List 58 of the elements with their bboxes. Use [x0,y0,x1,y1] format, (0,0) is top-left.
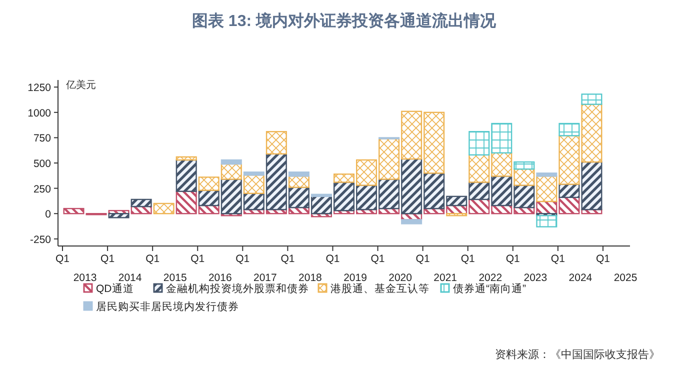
bar [401,219,422,224]
x-tick-label: 2015 [163,272,187,284]
y-tick-label: 0 [45,208,52,221]
text: Q1 [596,253,610,265]
bar [581,94,602,105]
x-tick-label: 2014 [118,272,142,284]
bar [558,122,580,136]
text: 资料来源：《中国国际收支报告》 [495,348,660,361]
text: Q1 [416,253,430,265]
bar [288,172,310,177]
y-tick-label: 1000 [28,107,52,120]
text: Q1 [460,253,476,265]
x-tick-label: 2019 [344,272,368,284]
y-tick-label: -250 [30,234,52,246]
y-tick-label: 750 [33,132,52,145]
bar [514,161,535,170]
bar [288,176,310,188]
bar [310,194,332,197]
text: Q1 [370,253,385,265]
text: Q1 [146,253,160,265]
x-tick-label: 2020 [388,272,412,284]
text: Q1 [236,253,250,265]
x-tick-label: 2018 [298,272,322,284]
x-tick-label: 2022 [478,272,502,284]
text: Q1 [190,253,205,265]
bar [243,172,264,176]
legend-label: 居民购买非居民境内发行债券 [96,300,239,313]
x-tick-label: 2017 [254,272,278,284]
text: Q1 [326,253,340,265]
bar [108,213,130,218]
bar [176,156,197,161]
text: Q1 [55,253,70,265]
y-tick-label: 250 [33,183,52,196]
y-axis-title: 亿美元 [65,79,96,91]
x-tick-label: 2013 [73,272,97,284]
bar [536,215,558,228]
text: Q1 [100,253,115,265]
chart-title: 图表 13: 境内对外证券投资各通道流出情况 [192,11,498,30]
bar [446,213,468,216]
y-tick-label: 500 [33,158,52,170]
x-tick-label: 2024 [568,272,592,284]
legend-label: 债券通“南向通” [453,282,526,295]
x-tick-label: 2025 [614,272,638,284]
text: Q1 [506,253,520,265]
bar [536,172,558,177]
legend-label: QD通道 [96,282,134,295]
x-tick-label: 2016 [208,272,232,284]
text: Q1 [550,253,566,265]
y-tick-label: 1250 [28,82,52,94]
bar [266,131,287,154]
legend-label: 港股通、基金互认等 [330,282,430,295]
text: Q1 [280,253,295,265]
bar [153,202,174,214]
legend-label: 金融机构投资境外股票和债券 [166,282,309,295]
bar [220,159,242,165]
bar [130,198,152,208]
x-tick-label: 2021 [434,272,458,284]
x-tick-label: 2023 [524,272,548,284]
